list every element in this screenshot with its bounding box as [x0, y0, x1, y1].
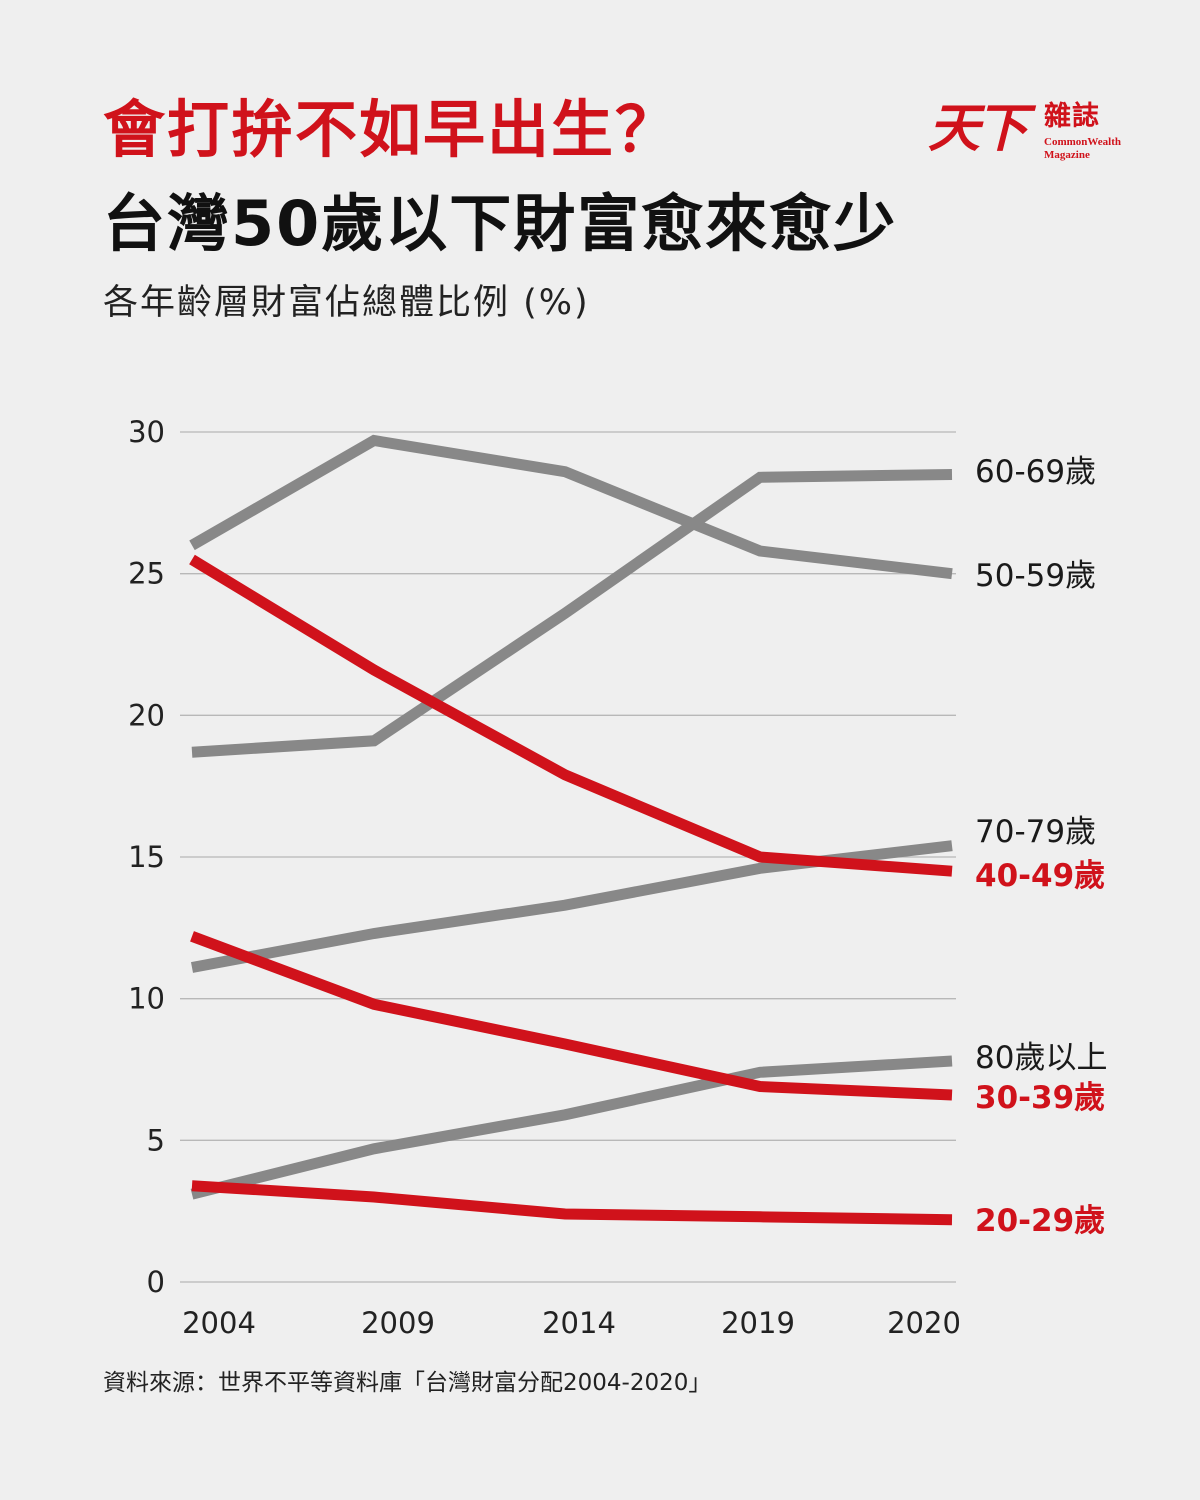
y-tick-label-10: 10 [128, 982, 165, 1016]
x-tick-label-2004: 2004 [182, 1306, 256, 1340]
series-line-30-39歲 [190, 931, 953, 1101]
series-line-20-29歲 [191, 1180, 953, 1226]
series-label-40-49歲: 40-49歲 [975, 858, 1105, 894]
series-label-50-59歲: 50-59歲 [975, 558, 1096, 594]
series-line-40-49歲 [189, 554, 953, 877]
series-lines [189, 434, 953, 1226]
x-tick-label-2020: 2020 [887, 1306, 961, 1340]
x-axis-ticks: 2004 2009 2014 2019 2020 [182, 1306, 961, 1340]
y-tick-label-5: 5 [147, 1123, 165, 1157]
y-tick-label-25: 25 [128, 557, 165, 591]
title-line-1: 會打拚不如早出生？ [103, 93, 680, 166]
data-source-note: 資料來源：世界不平等資料庫「台灣財富分配2004-2020」 [103, 1370, 712, 1396]
series-line-50-59歲 [189, 434, 953, 580]
logo-chinese-name: 雜誌 [1044, 101, 1100, 132]
series-line-80歲以上 [190, 1055, 953, 1200]
series-line-60-69歲 [191, 469, 953, 758]
series-label-70-79歲: 70-79歲 [975, 814, 1096, 850]
logo-english-name-2: Magazine [1044, 149, 1090, 161]
x-tick-label-2019: 2019 [721, 1306, 795, 1340]
grid-layer [180, 431, 956, 1283]
series-label-60-69歲: 60-69歲 [975, 454, 1096, 490]
series-label-80歲以上: 80歲以上 [975, 1040, 1107, 1076]
x-tick-label-2014: 2014 [542, 1306, 616, 1340]
y-tick-label-15: 15 [128, 840, 165, 874]
title-line-2: 台灣50歲以下財富愈來愈少 [103, 187, 898, 260]
logo-mark: 天下 [928, 98, 1028, 159]
x-tick-label-2009: 2009 [361, 1306, 435, 1340]
y-axis-ticks: 0 5 10 15 20 25 30 [128, 415, 165, 1299]
logo-english-name-1: CommonWealth [1044, 136, 1121, 148]
y-tick-label-0: 0 [147, 1265, 165, 1299]
series-label-30-39歲: 30-39歲 [975, 1080, 1105, 1116]
y-tick-label-30: 30 [128, 415, 165, 449]
series-label-20-29歲: 20-29歲 [975, 1203, 1105, 1239]
y-tick-label-20: 20 [128, 698, 165, 732]
chart-subtitle: 各年齡層財富佔總體比例 (%) [103, 283, 590, 323]
series-labels: 60-69歲 50-59歲 70-79歲 40-49歲 80歲以上 30-39歲 20-29… [975, 454, 1107, 1239]
commonwealth-logo: 天下 雜誌 CommonWealth Magazine [928, 100, 1138, 170]
